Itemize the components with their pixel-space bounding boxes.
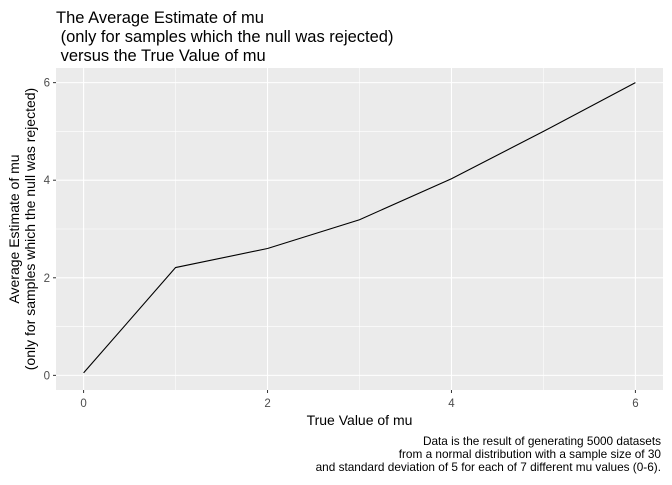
- title-line-2: (only for samples which the null was rej…: [56, 28, 393, 46]
- y-tick-label: 6: [44, 78, 50, 90]
- x-axis-title: True Value of mu: [307, 412, 413, 428]
- y-tick-label: 0: [44, 370, 50, 382]
- y-axis-title: Average Estimate of mu (only for samples…: [6, 88, 38, 370]
- series-line: [83, 82, 636, 374]
- y-axis-title-line-2: (only for samples which the null was rej…: [22, 88, 38, 370]
- x-tick-label: 4: [448, 398, 455, 410]
- caption-line-1: Data is the result of generating 5000 da…: [423, 434, 661, 448]
- grid-minor: [56, 68, 663, 390]
- caption-line-2: from a normal distribution with a sample…: [399, 447, 662, 461]
- series-layer: [83, 82, 636, 374]
- y-tick-label: 4: [44, 175, 51, 187]
- x-tick-label: 2: [264, 398, 270, 410]
- title-line-1: The Average Estimate of mu: [56, 9, 264, 27]
- chart-title: The Average Estimate of mu (only for sam…: [56, 9, 393, 65]
- x-axis: 0 2 4 6: [80, 390, 639, 410]
- y-axis: 0 2 4 6: [44, 78, 56, 382]
- title-line-3: versus the True Value of mu: [56, 47, 266, 65]
- grid-major: [56, 68, 663, 390]
- x-tick-label: 6: [632, 398, 638, 410]
- x-tick-label: 0: [80, 398, 86, 410]
- y-tick-label: 2: [44, 273, 50, 285]
- chart-caption: Data is the result of generating 5000 da…: [316, 434, 662, 474]
- caption-line-3: and standard deviation of 5 for each of …: [316, 460, 661, 474]
- y-axis-title-line-1: Average Estimate of mu: [6, 154, 22, 303]
